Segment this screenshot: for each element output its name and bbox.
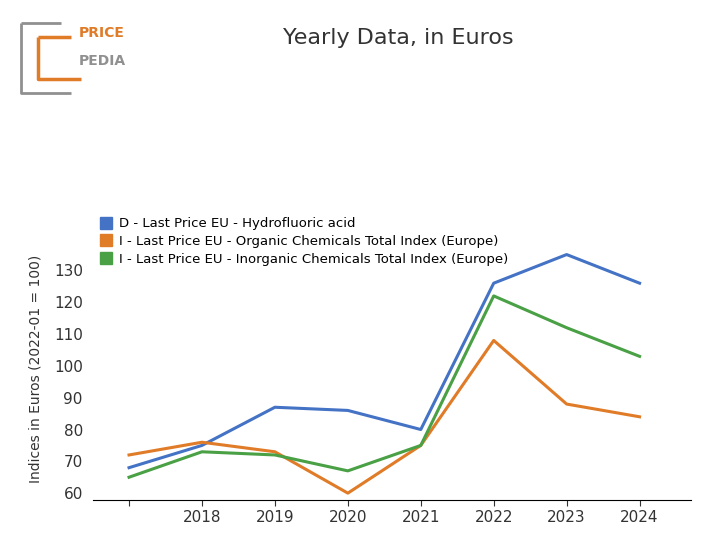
Y-axis label: Indices in Euros (2022-01 = 100): Indices in Euros (2022-01 = 100) (28, 255, 43, 483)
Text: Yearly Data, in Euros: Yearly Data, in Euros (283, 28, 514, 48)
Text: PRICE: PRICE (78, 26, 124, 40)
Text: PEDIA: PEDIA (78, 54, 125, 68)
Legend: D - Last Price EU - Hydrofluoric acid, I - Last Price EU - Organic Chemicals Tot: D - Last Price EU - Hydrofluoric acid, I… (99, 218, 508, 266)
